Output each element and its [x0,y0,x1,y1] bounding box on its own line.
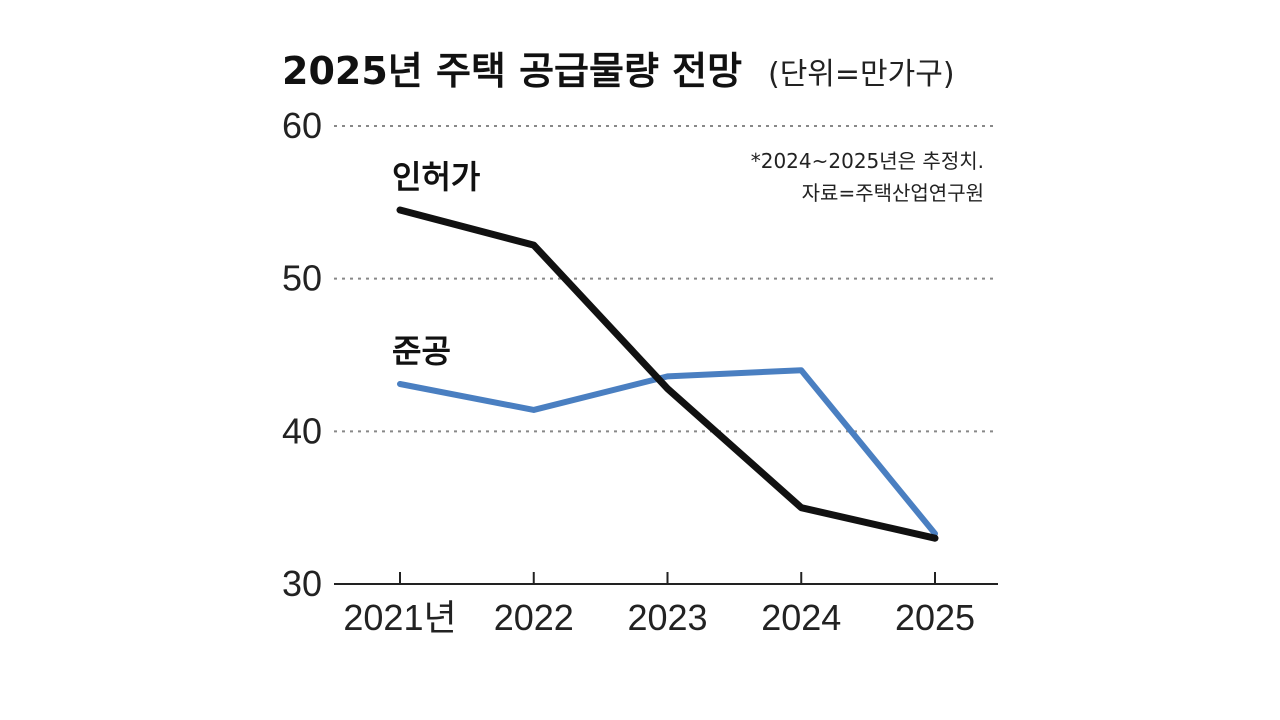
data-point [666,375,669,378]
data-point [532,244,535,247]
x-tick-label: 2022 [494,597,574,638]
chart-unit: (단위=만가구) [768,57,955,92]
data-point [666,387,669,390]
x-tick-label: 2024 [761,597,841,638]
y-axis-ticks: 30 40 50 60 [282,105,322,604]
data-point [800,506,803,509]
note-source: 자료=주택산업연구원 [802,181,984,205]
data-point [800,369,803,372]
chart-title: 2025년 주택 공급물량 전망 [282,49,742,93]
series-label-completions: 준공 [392,332,451,370]
y-tick-label: 40 [282,410,322,451]
x-tick-label: 2021년 [343,597,456,638]
series-label-permits: 인허가 [392,158,480,196]
x-tick-label: 2025 [895,597,975,638]
data-point [399,208,401,211]
x-axis: 2021년 2022 2023 2024 2025 [334,572,998,638]
series-lines [396,206,939,542]
x-tick-label: 2023 [627,597,707,638]
series-line-completions [397,367,938,537]
y-tick-label: 50 [282,258,322,299]
data-point [934,532,936,535]
data-point [532,408,535,411]
data-point [399,383,401,386]
y-tick-label: 60 [282,105,322,146]
note-estimate: *2024~2025년은 추정치. [751,149,984,173]
y-tick-label: 30 [282,563,322,604]
data-point [934,537,936,540]
gridlines [334,125,998,433]
